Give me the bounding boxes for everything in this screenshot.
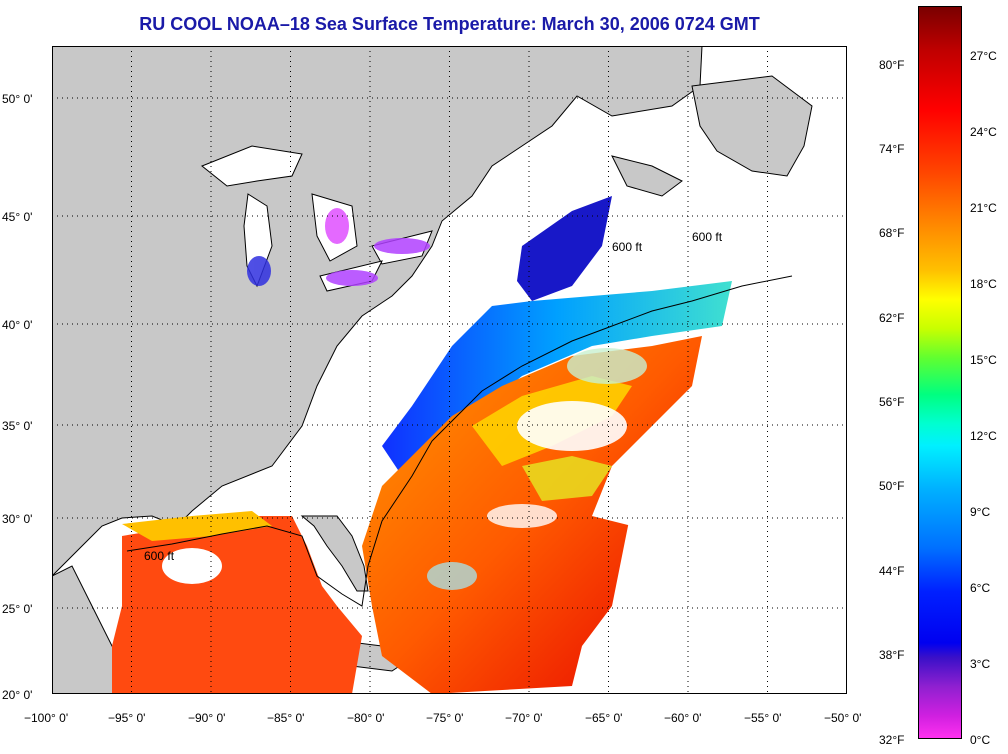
c-label-3: 3°C: [970, 657, 991, 671]
c-label-9: 9°C: [970, 505, 991, 519]
lon-label-80: −80° 0': [347, 711, 385, 725]
isobath-label-northeast: 600 ft: [612, 240, 643, 254]
lat-label-35: 35° 0': [2, 419, 33, 433]
c-label-6: 6°C: [970, 581, 991, 595]
c-label-12: 12°C: [970, 429, 997, 443]
lat-label-50: 50° 0': [2, 92, 33, 106]
c-label-24: 24°C: [970, 125, 997, 139]
temperature-colorbar: [918, 6, 962, 739]
f-label-38: 38°F: [879, 648, 905, 662]
lon-label-70: −70° 0': [505, 711, 543, 725]
lat-label-40: 40° 0': [2, 318, 33, 332]
c-label-27: 27°C: [970, 49, 997, 63]
f-label-56: 56°F: [879, 395, 905, 409]
isobath-600ft: [126, 275, 793, 607]
lon-label-65: −65° 0': [585, 711, 623, 725]
lon-label-100: −100° 0': [24, 711, 69, 725]
f-label-44: 44°F: [879, 564, 905, 578]
graticule: [52, 46, 847, 694]
lon-label-90: −90° 0': [188, 711, 226, 725]
c-label-15: 15°C: [970, 353, 997, 367]
lat-label-45: 45° 0': [2, 210, 33, 224]
lon-label-55: −55° 0': [744, 711, 782, 725]
f-label-62: 62°F: [879, 311, 905, 325]
lon-label-95: −95° 0': [108, 711, 146, 725]
c-label-18: 18°C: [970, 277, 997, 291]
map-title: RU COOL NOAA–18 Sea Surface Temperature:…: [139, 14, 760, 34]
f-label-32: 32°F: [879, 733, 905, 747]
f-label-80: 80°F: [879, 58, 905, 72]
lake-temps: [247, 208, 430, 286]
lat-label-25: 25° 0': [2, 602, 33, 616]
map-frame: [52, 46, 847, 694]
lon-label-50: −50° 0': [824, 711, 862, 725]
lon-label-75: −75° 0': [426, 711, 464, 725]
lon-label-85: −85° 0': [267, 711, 305, 725]
lat-label-30: 30° 0': [2, 512, 33, 526]
f-label-50: 50°F: [879, 479, 905, 493]
c-label-21: 21°C: [970, 201, 997, 215]
land: [52, 46, 813, 694]
f-label-68: 68°F: [879, 226, 905, 240]
sst-map: 600 ft 600 ft 600 ft: [52, 46, 847, 694]
lon-label-60: −60° 0': [664, 711, 702, 725]
f-label-74: 74°F: [879, 142, 905, 156]
isobath-label-gulf: 600 ft: [144, 549, 175, 563]
lat-label-20: 20° 0': [2, 688, 33, 702]
c-label-0: 0°C: [970, 733, 991, 747]
isobath-label-atlantic: 600 ft: [692, 230, 723, 244]
